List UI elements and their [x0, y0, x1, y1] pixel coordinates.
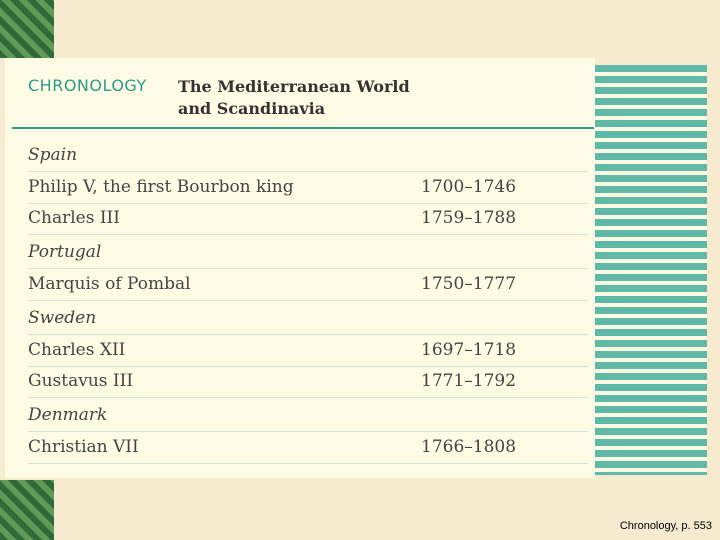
entry-row: Gustavus III 1771–1792	[28, 367, 588, 398]
entry-row: Charles XII 1697–1718	[28, 336, 588, 367]
footer: Chronology, p. 553	[619, 520, 712, 532]
entry-dates: 1759–1788	[421, 208, 517, 228]
section-name: Sweden	[28, 308, 97, 328]
mosaic	[0, 0, 54, 58]
entry-dates: 1697–1718	[421, 340, 517, 360]
entry-row: Christian VII 1766–1808	[28, 433, 588, 464]
rule	[12, 127, 594, 129]
section-row: Sweden	[28, 304, 588, 335]
section-row: Spain	[28, 141, 588, 172]
section-name: Spain	[28, 145, 78, 165]
entry-row: Philip V, the first Bourbon king 1700–174…	[28, 173, 588, 204]
section-row: Portugal	[28, 238, 588, 269]
entry-row: Charles III 1759–1788	[28, 204, 588, 235]
section-name: Portugal	[28, 242, 102, 262]
section-row: Denmark	[28, 401, 588, 432]
title-line: The Mediterranean World	[178, 77, 410, 96]
entry-name: Charles III	[28, 208, 120, 228]
header-label: CHRONOLOGY	[28, 76, 147, 95]
header-title: The Mediterranean World and Scandinavia	[178, 76, 410, 120]
entry-name: Philip V, the first Bourbon king	[28, 177, 294, 197]
entry-name: Gustavus III	[28, 371, 134, 391]
entry-dates: 1771–1792	[421, 371, 517, 391]
title-line: and Scandinavia	[178, 99, 326, 118]
entry-name: Marquis of Pombal	[28, 274, 191, 294]
mosaic	[0, 480, 54, 540]
entry-dates: 1750–1777	[421, 274, 517, 294]
stripes	[595, 65, 707, 475]
entry-name: Charles XII	[28, 340, 126, 360]
entry-dates: 1700–1746	[421, 177, 517, 197]
entry-name: Christian VII	[28, 437, 139, 457]
entry-row: Marquis of Pombal 1750–1777	[28, 270, 588, 301]
section-name: Denmark	[28, 405, 108, 425]
entry-dates: 1766–1808	[421, 437, 517, 457]
